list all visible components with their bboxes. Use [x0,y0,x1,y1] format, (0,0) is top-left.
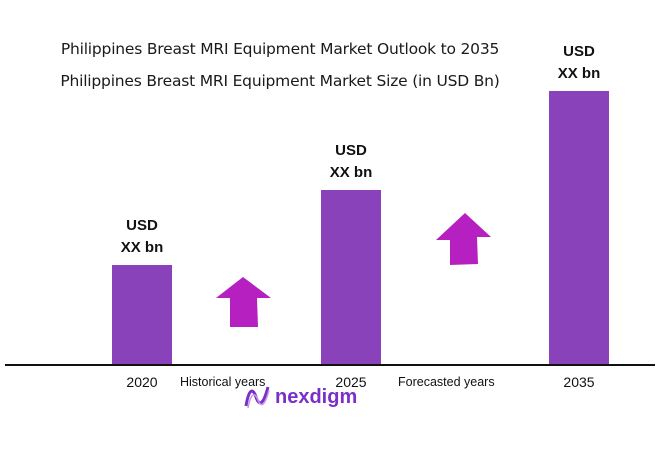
bar-2020 [112,264,172,365]
data-label-currency: USD [563,43,595,60]
growth-arrow-icon [216,277,271,327]
data-label-value: XX bn [557,65,601,82]
chart-title: Philippines Breast MRI Equipment Market … [60,40,500,58]
data-label-value: XX bn [120,238,164,256]
data-label-currency: USD [335,141,367,159]
period-label-forecasted: Forecasted years [398,375,495,389]
bar-2035 [549,91,609,365]
bar-2025 [321,189,381,365]
x-tick-label: 2035 [563,374,595,390]
data-label-2035: USD XX bn [529,41,629,85]
x-tick-label: 2025 [335,374,367,390]
period-label-historical: Historical years [180,375,266,389]
nexdigm-logo-icon [244,386,270,409]
data-label-currency: USD [126,216,158,234]
chart-subtitle: Philippines Breast MRI Equipment Market … [60,72,500,90]
data-label-value: XX bn [329,163,373,181]
data-label-2025: USD XX bn [301,140,401,184]
growth-arrow-icon [436,213,491,265]
nexdigm-logo: nexdigm [243,384,357,410]
x-axis-line [5,364,655,366]
data-label-2020: USD XX bn [92,215,192,259]
x-tick-label: 2020 [126,374,158,390]
brand-name: nexdigm [275,385,358,408]
